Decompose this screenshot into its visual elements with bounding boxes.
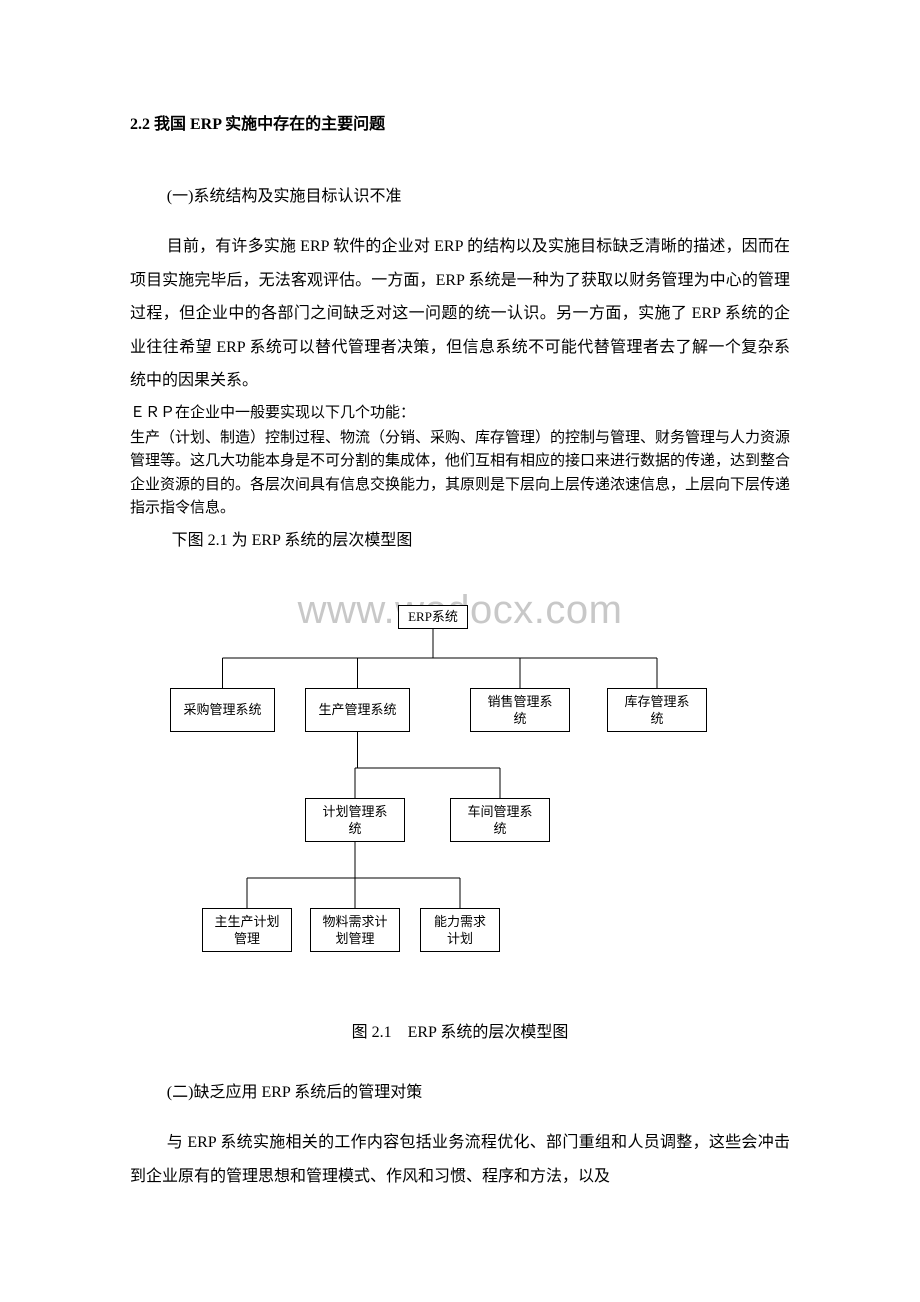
section-heading: 2.2 我国 ERP 实施中存在的主要问题 bbox=[130, 110, 790, 134]
diagram-node-n4: 库存管理系统 bbox=[607, 688, 707, 732]
erp-hierarchy-diagram: www.wodocx.com ERP系统采购管理系统生产管理系统销售管理系统库存… bbox=[130, 570, 790, 1000]
functions-intro: ＥＲＰ在企业中一般要实现以下几个功能： bbox=[130, 402, 790, 425]
diagram-node-n1: 采购管理系统 bbox=[170, 688, 275, 732]
functions-detail: 生产（计划、制造）控制过程、物流（分销、采购、库存管理）的控制与管理、财务管理与… bbox=[130, 427, 790, 520]
subheading-2: (二)缺乏应用 ERP 系统后的管理对策 bbox=[130, 1078, 790, 1102]
subheading-1: (一)系统结构及实施目标认识不准 bbox=[130, 182, 790, 206]
paragraph-1: 目前，有许多实施 ERP 软件的企业对 ERP 的结构以及实施目标缺乏清晰的描述… bbox=[130, 230, 790, 398]
diagram-node-n2: 生产管理系统 bbox=[305, 688, 410, 732]
diagram-node-n7: 主生产计划管理 bbox=[202, 908, 292, 952]
figure-caption: 图 2.1 ERP 系统的层次模型图 bbox=[130, 1018, 790, 1042]
diagram-node-n6: 车间管理系统 bbox=[450, 798, 550, 842]
diagram-node-n5: 计划管理系统 bbox=[305, 798, 405, 842]
diagram-node-n9: 能力需求计划 bbox=[420, 908, 500, 952]
figure-reference: 下图 2.1 为 ERP 系统的层次模型图 bbox=[130, 526, 790, 550]
diagram-node-n3: 销售管理系统 bbox=[470, 688, 570, 732]
paragraph-2: 与 ERP 系统实施相关的工作内容包括业务流程优化、部门重组和人员调整，这些会冲… bbox=[130, 1126, 790, 1193]
diagram-node-n8: 物料需求计划管理 bbox=[310, 908, 400, 952]
diagram-node-root: ERP系统 bbox=[398, 605, 468, 629]
